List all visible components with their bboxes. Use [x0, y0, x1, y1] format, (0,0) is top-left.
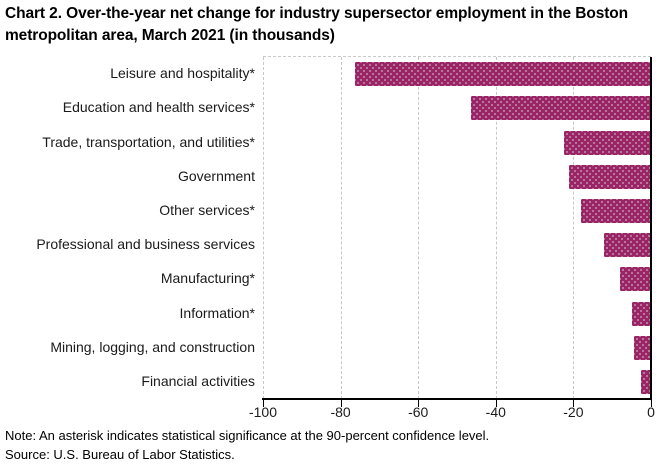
category-label: Manufacturing* [160, 270, 255, 287]
category-label: Information* [179, 304, 255, 321]
x-tick-label: -40 [485, 404, 506, 420]
category-label: Leisure and hospitality* [110, 65, 255, 82]
category-label: Education and health services* [62, 99, 255, 116]
x-tick-label: -60 [408, 404, 429, 420]
x-tick-label: 0 [647, 404, 655, 420]
x-tick-label: -20 [563, 404, 584, 420]
chart-title: Chart 2. Over-the-year net change for in… [5, 5, 629, 44]
x-tick-label: -100 [248, 404, 278, 420]
x-tick-mark [573, 400, 575, 407]
x-axis-line [262, 398, 652, 400]
bar [604, 233, 651, 258]
grid-line [418, 57, 420, 399]
category-label: Trade, transportation, and utilities* [42, 133, 255, 150]
bar [354, 62, 651, 87]
x-tick-mark [263, 400, 264, 407]
bar [619, 267, 651, 292]
category-label: Professional and business services [36, 236, 255, 253]
x-tick-mark [418, 400, 420, 407]
bar [471, 96, 651, 121]
bar [564, 130, 651, 155]
bar [580, 198, 651, 223]
category-label: Mining, logging, and construction [50, 338, 255, 355]
category-label: Other services* [159, 201, 255, 218]
bar [569, 164, 651, 189]
plot-area [263, 56, 652, 399]
grid-line [263, 57, 264, 399]
zero-axis-line [650, 57, 652, 399]
grid-line [495, 57, 497, 399]
bar [631, 301, 651, 326]
note-text: Note: An asterisk indicates statistical … [5, 428, 490, 443]
x-tick-mark [340, 400, 342, 407]
category-label: Government [177, 167, 255, 184]
source-text: Source: U.S. Bureau of Labor Statistics. [5, 447, 235, 462]
x-tick-mark [651, 400, 652, 407]
x-tick-label: -80 [330, 404, 351, 420]
bar [633, 335, 651, 360]
grid-line [340, 57, 342, 399]
x-tick-mark [495, 400, 497, 407]
grid-line [573, 57, 575, 399]
category-label: Financial activities [141, 372, 255, 389]
bar [640, 369, 651, 394]
